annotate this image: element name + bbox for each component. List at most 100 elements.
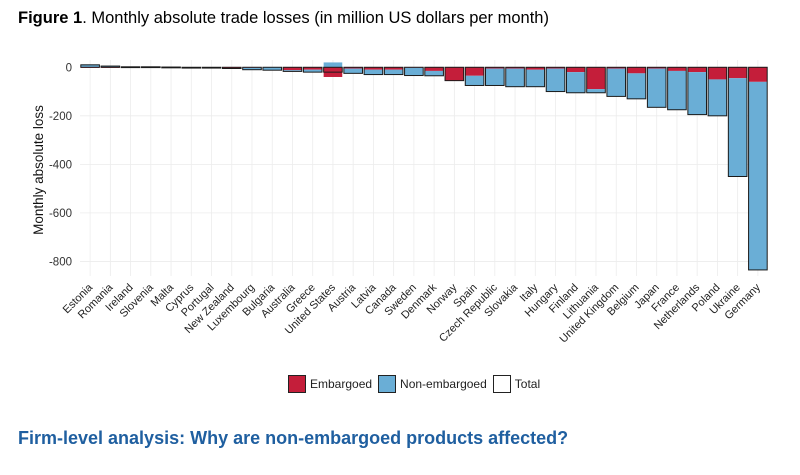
bar-embargoed bbox=[546, 67, 565, 69]
bar-embargoed bbox=[606, 67, 626, 69]
bar-non-embargoed bbox=[708, 79, 727, 116]
bar-non-embargoed bbox=[242, 67, 262, 70]
bar-embargoed bbox=[687, 67, 707, 73]
bar-total-outline bbox=[687, 66, 707, 116]
bar-total-outline bbox=[505, 66, 525, 88]
bar-non-embargoed bbox=[364, 69, 383, 75]
bar-total-outline bbox=[242, 66, 262, 71]
bar-embargoed bbox=[364, 67, 383, 70]
bar-non-embargoed bbox=[586, 89, 606, 93]
bar-non-embargoed bbox=[728, 78, 747, 177]
bar-embargoed bbox=[627, 67, 646, 74]
bar-total-outline bbox=[727, 66, 748, 177]
bar-total-outline bbox=[606, 66, 627, 97]
bar-total-outline bbox=[525, 66, 546, 88]
bar-total-outline bbox=[586, 66, 606, 94]
bar-total-outline bbox=[201, 66, 222, 69]
bar-total-outline bbox=[141, 66, 161, 69]
bar-embargoed bbox=[424, 67, 444, 71]
y-tick-label: 0 bbox=[66, 62, 72, 74]
bar-total-outline bbox=[161, 66, 181, 69]
chart-grid bbox=[80, 60, 768, 276]
bar-embargoed bbox=[343, 67, 363, 69]
bar-total-outline bbox=[383, 66, 404, 76]
y-tick-label: -400 bbox=[49, 159, 72, 171]
bar-total-outline bbox=[545, 66, 566, 93]
bar-non-embargoed bbox=[485, 68, 505, 86]
bar-embargoed bbox=[748, 67, 768, 82]
figure-title: Figure 1. Monthly absolute trade losses … bbox=[18, 9, 549, 28]
bar-total-outline bbox=[120, 66, 141, 69]
bar-embargoed bbox=[667, 67, 687, 71]
y-tick-label: -800 bbox=[49, 256, 72, 268]
bar-total-outline bbox=[221, 66, 242, 69]
figure-title-text: . Monthly absolute trade losses (in mill… bbox=[82, 9, 549, 27]
figure-number: Figure 1 bbox=[18, 9, 83, 27]
bar-non-embargoed bbox=[687, 72, 707, 115]
bar-total-outline bbox=[302, 66, 323, 73]
y-axis-title: Monthly absolute loss bbox=[31, 105, 46, 235]
chart-legend: Embargoed Non-embargoed Total bbox=[288, 375, 546, 393]
bar-total-outline bbox=[100, 65, 121, 68]
bar-embargoed bbox=[283, 67, 302, 71]
bar-non-embargoed bbox=[505, 68, 525, 87]
bar-total-outline bbox=[707, 66, 728, 117]
bar-total-outline bbox=[444, 66, 465, 82]
legend-label-non-embargoed: Non-embargoed bbox=[400, 377, 487, 391]
bar-embargoed bbox=[728, 67, 747, 79]
bar-total-outline bbox=[282, 66, 303, 72]
bar-non-embargoed bbox=[748, 81, 768, 270]
bar-non-embargoed bbox=[667, 70, 687, 110]
bar-embargoed bbox=[384, 67, 403, 70]
bar-non-embargoed bbox=[343, 68, 363, 74]
bar-non-embargoed bbox=[566, 72, 586, 93]
bar-non-embargoed bbox=[546, 68, 565, 92]
bar-total-outline bbox=[343, 66, 363, 74]
bar-total-outline bbox=[181, 66, 202, 69]
bar-non-embargoed bbox=[627, 73, 646, 99]
legend-swatch-embargoed bbox=[288, 375, 306, 393]
bar-non-embargoed bbox=[606, 68, 626, 97]
bar-non-embargoed bbox=[323, 62, 343, 68]
legend-item-non-embargoed: Non-embargoed bbox=[378, 375, 487, 393]
legend-item-embargoed: Embargoed bbox=[288, 375, 372, 393]
bar-embargoed bbox=[566, 67, 586, 73]
bar-total-outline bbox=[80, 64, 100, 68]
bar-embargoed bbox=[505, 67, 525, 69]
y-tick-label: -200 bbox=[49, 111, 72, 123]
bar-total-outline bbox=[626, 66, 647, 100]
legend-label-embargoed: Embargoed bbox=[310, 377, 373, 391]
legend-swatch-total bbox=[492, 375, 511, 393]
bar-embargoed bbox=[303, 67, 323, 70]
bar-embargoed bbox=[445, 67, 464, 81]
bar-total-outline bbox=[323, 66, 343, 73]
bar-non-embargoed bbox=[303, 69, 323, 73]
bar-non-embargoed bbox=[262, 67, 282, 71]
bar-total-outline bbox=[424, 66, 444, 77]
bar-non-embargoed bbox=[404, 67, 424, 76]
bar-total-outline bbox=[404, 66, 424, 77]
bar-non-embargoed bbox=[384, 69, 403, 75]
bar-non-embargoed bbox=[525, 69, 545, 87]
bar-total-outline bbox=[464, 66, 485, 86]
bar-total-outline bbox=[667, 66, 687, 111]
bar-non-embargoed bbox=[465, 75, 484, 86]
bar-non-embargoed bbox=[283, 70, 302, 72]
bar-total-outline bbox=[363, 66, 384, 76]
bar-total-outline bbox=[565, 66, 586, 94]
bar-non-embargoed bbox=[647, 68, 667, 108]
legend-swatch-non-embargoed bbox=[378, 375, 397, 393]
legend-label-total: Total bbox=[514, 377, 541, 391]
bar-embargoed bbox=[708, 67, 727, 80]
bar-non-embargoed bbox=[80, 64, 100, 68]
legend-item-total: Total bbox=[492, 375, 541, 393]
bar-embargoed bbox=[525, 67, 545, 70]
bar-embargoed bbox=[586, 67, 606, 90]
y-tick-label: -600 bbox=[49, 208, 72, 220]
bar-embargoed bbox=[465, 67, 484, 76]
bar-total-outline bbox=[748, 66, 768, 271]
bar-total-outline bbox=[262, 66, 283, 71]
bar-embargoed bbox=[647, 67, 667, 69]
bar-non-embargoed bbox=[424, 70, 444, 76]
